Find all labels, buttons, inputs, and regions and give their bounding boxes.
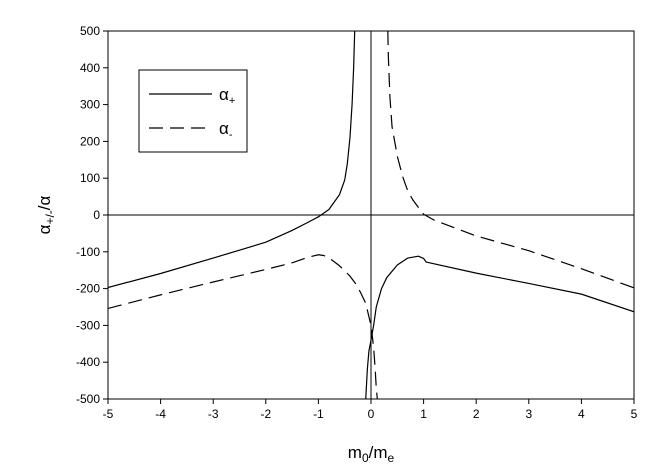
series-alpha-minus-line-segment-2	[387, 31, 634, 289]
series-alpha-plus-line-segment-1	[108, 31, 356, 289]
y-tick-label: -100	[76, 245, 100, 259]
legend: α+ α-	[138, 69, 248, 153]
x-tick-label: 4	[578, 407, 585, 421]
y-axis: 500 400 300 200 100 0 -100 -200 -300 -400 -500	[76, 24, 108, 406]
y-tick-label: -500	[76, 392, 100, 406]
x-tick-label: -4	[155, 407, 166, 421]
x-axis-title: m0/me	[348, 443, 395, 465]
x-tick-label: 5	[631, 407, 638, 421]
y-tick-label: 300	[80, 98, 100, 112]
legend-label-alpha-plus: α+	[219, 85, 235, 107]
y-axis-title: α+/-/α	[35, 195, 57, 234]
legend-label-alpha-minus: α-	[219, 119, 233, 141]
legend-box	[138, 69, 248, 153]
x-tick-label: 3	[525, 407, 532, 421]
x-tick-label: 1	[420, 407, 427, 421]
y-tick-label: 500	[80, 24, 100, 38]
series-alpha-plus-line-segment-2	[365, 255, 634, 399]
y-tick-label: 200	[80, 134, 100, 148]
x-tick-label: -1	[313, 407, 324, 421]
y-tick-label: 400	[80, 61, 100, 75]
y-tick-label: -200	[76, 282, 100, 296]
x-tick-label: 2	[473, 407, 480, 421]
x-axis: -5 -4 -3 -2 -1 0 1 2 3 4 5	[103, 399, 638, 421]
y-tick-label: -300	[76, 318, 100, 332]
y-tick-label: -400	[76, 355, 100, 369]
x-tick-label: 0	[368, 407, 375, 421]
x-tick-label: -2	[260, 407, 271, 421]
x-tick-label: -5	[103, 407, 114, 421]
y-tick-label: 0	[93, 208, 100, 222]
y-tick-label: 100	[80, 171, 100, 185]
x-tick-label: -3	[208, 407, 219, 421]
series-layer	[108, 31, 634, 399]
